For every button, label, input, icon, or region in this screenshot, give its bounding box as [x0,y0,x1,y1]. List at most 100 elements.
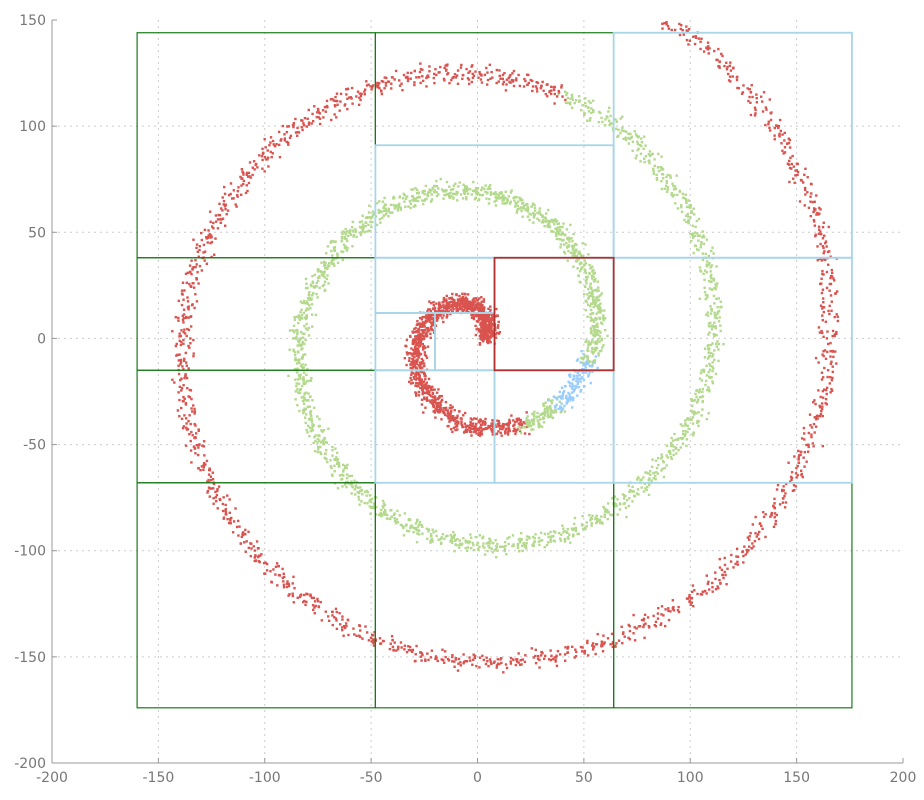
scatter-point [499,431,502,435]
scatter-point [227,521,231,525]
scatter-point [401,197,405,200]
scatter-point [607,110,610,113]
scatter-point [276,584,279,587]
scatter-point [503,547,507,551]
scatter-point [320,261,323,264]
scatter-point [249,554,253,558]
scatter-point [586,346,590,349]
scatter-point [563,538,566,541]
scatter-point [629,136,633,140]
scatter-point [807,443,810,446]
scatter-point [278,574,282,577]
scatter-point [409,525,413,528]
scatter-point [415,381,418,385]
scatter-point [622,631,625,634]
scatter-point [466,546,470,549]
scatter-point [534,654,537,658]
scatter-point [497,420,501,424]
scatter-point [224,509,227,512]
scatter-point [291,124,295,127]
scatter-point [377,211,381,214]
scatter-point [509,191,513,194]
scatter-point [243,532,247,536]
scatter-point [565,246,569,249]
scatter-point [715,334,718,337]
scatter-point [438,71,441,74]
scatter-point [222,496,225,499]
scatter-point [700,414,703,417]
scatter-point [331,97,334,101]
scatter-point [598,335,602,338]
scatter-point [458,304,461,307]
scatter-point [482,298,486,301]
scatter-point [263,572,266,575]
scatter-point [402,192,405,196]
scatter-point [698,266,702,269]
scatter-point [350,86,354,90]
scatter-point [601,120,604,124]
scatter-point [297,382,301,386]
scatter-point [367,223,370,227]
scatter-point [653,158,656,161]
scatter-point [222,203,225,206]
scatter-point [617,134,620,137]
scatter-point [317,111,321,114]
scatter-point [302,382,305,385]
scatter-point [439,177,442,181]
scatter-point [423,325,426,328]
scatter-point [512,419,515,422]
scatter-point [468,70,472,73]
scatter-point [479,423,483,427]
scatter-point [291,594,295,598]
scatter-point [588,364,592,368]
scatter-point [301,399,305,403]
scatter-point [289,134,293,138]
scatter-point [683,218,686,222]
scatter-point [541,215,544,218]
scatter-point [180,303,184,307]
scatter-point [587,253,590,256]
scatter-point [464,300,468,304]
scatter-point [298,317,301,320]
scatter-point [524,203,528,206]
scatter-point [367,83,370,86]
scatter-point [318,286,321,289]
scatter-point [184,401,188,405]
scatter-point [202,463,206,467]
scatter-point [485,334,489,337]
scatter-point [415,188,419,192]
scatter-point [580,262,583,265]
scatter-point [519,206,523,209]
scatter-point [581,104,584,107]
scatter-point [538,219,541,222]
scatter-point [706,582,710,586]
scatter-point [413,81,416,84]
scatter-point [480,338,483,341]
scatter-point [423,328,427,332]
scatter-point [459,193,463,196]
scatter-point [177,299,181,303]
scatter-point [814,356,818,360]
scatter-point [346,97,349,100]
scatter-point [471,418,474,421]
scatter-point [415,196,419,200]
scatter-point [194,259,197,262]
scatter-point [556,396,559,399]
scatter-point [597,289,600,292]
scatter-point [408,351,411,355]
scatter-point [716,305,719,309]
scatter-point [425,327,429,330]
scatter-point [407,205,410,208]
scatter-point [546,411,549,414]
scatter-point [427,377,431,381]
scatter-point [363,88,367,91]
scatter-point [666,188,669,191]
scatter-point [719,324,722,327]
scatter-point [430,199,433,202]
scatter-point [423,315,426,319]
scatter-point [463,298,466,301]
scatter-point [669,174,672,177]
scatter-point [710,280,713,283]
scatter-point [464,296,468,299]
scatter-point [620,625,623,629]
